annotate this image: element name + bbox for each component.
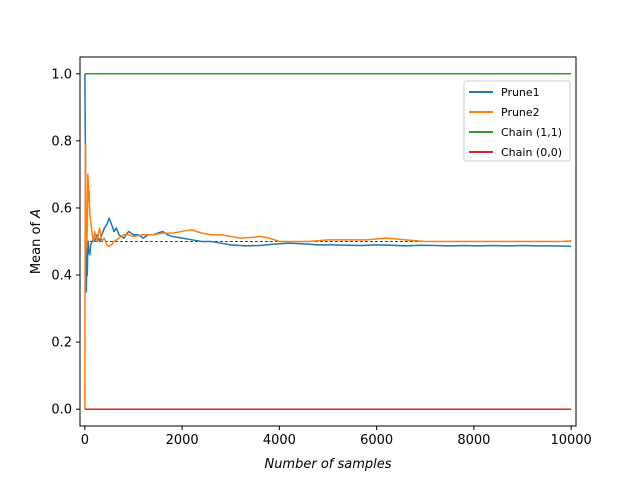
legend-label: Chain (1,1) [501,126,562,139]
legend-box [463,80,571,162]
x-tick-label: 0 [81,433,89,448]
series-line-prune1 [84,73,572,293]
y-ticks: 0.0 0.2 0.4 0.6 0.8 1.0 [51,67,80,418]
axes-frame [79,56,577,427]
y-tick-label: 1.0 [51,67,72,82]
x-tick-label: 6000 [360,433,393,448]
y-tick-label: 0.4 [51,269,72,284]
y-tick-label: 0.8 [51,134,72,149]
x-tick-label: 2000 [166,433,199,448]
x-tick-label: 8000 [457,433,490,448]
legend-label: Chain (0,0) [501,146,562,159]
series-layer [84,73,572,410]
x-axis-label: Number of samples [264,457,391,472]
legend-label: Prune2 [501,106,540,119]
y-axis-label: Mean of A [29,209,44,274]
legend: Prune1 Prune2 Chain (1,1) Chain (0,0) [463,80,571,162]
y-tick-label: 0.0 [51,403,72,418]
y-axis-label-prefix: Mean of [29,218,44,274]
legend-label: Prune1 [501,86,540,99]
y-tick-label: 0.2 [51,336,72,351]
x-ticks: 0 2000 4000 6000 8000 10000 [81,426,592,448]
y-axis-label-variable: A [29,209,44,219]
x-tick-label: 10000 [550,433,591,448]
series-line-prune2 [84,143,572,410]
x-tick-label: 4000 [263,433,296,448]
y-tick-label: 0.6 [51,201,72,216]
